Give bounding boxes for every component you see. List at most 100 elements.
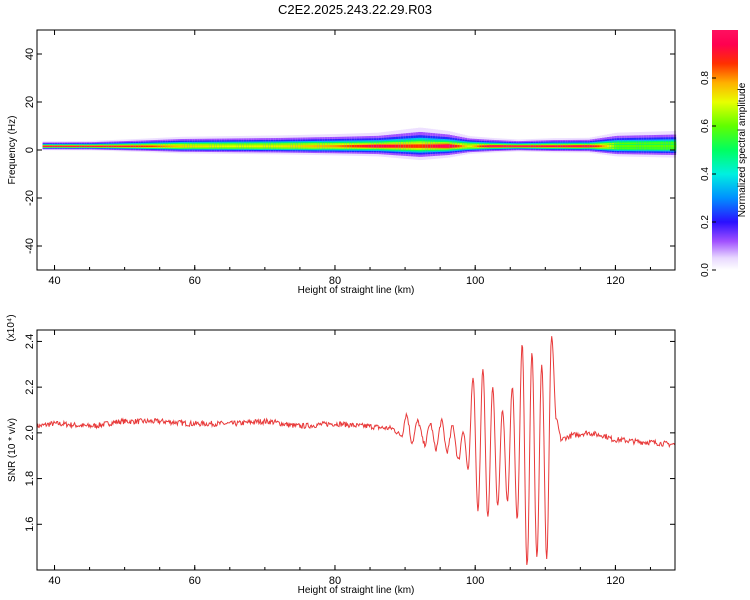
heatmap-cell [263, 145, 267, 148]
heatmap-cell [135, 145, 139, 147]
heatmap-cell [523, 145, 527, 147]
heatmap-cell [486, 145, 490, 148]
heatmap-cell [408, 144, 412, 148]
spectrogram-y-tick-label: 40 [24, 48, 36, 60]
heatmap-cell [209, 145, 213, 148]
heatmap-cell [405, 144, 409, 148]
heatmap-cell [339, 145, 343, 148]
snr-y-tick-label: 1.8 [24, 471, 36, 486]
colorbar-tick-label: 0.2 [700, 215, 711, 229]
snr-x-tick-label: 80 [329, 575, 341, 587]
heatmap-cell [140, 145, 144, 147]
heatmap-cell [126, 145, 129, 147]
snr-x-tick-label: 40 [48, 575, 60, 587]
heatmap-cell [626, 144, 630, 148]
heatmap-cell [403, 144, 407, 148]
heatmap-cell [604, 145, 608, 148]
heatmap-cell [376, 144, 380, 148]
heatmap-cell [508, 145, 512, 147]
heatmap-cell [555, 145, 559, 148]
heatmap-cell [128, 145, 132, 147]
heatmap-cell [454, 144, 458, 148]
heatmap-cell [145, 145, 149, 148]
heatmap-cell [587, 145, 591, 148]
heatmap-cell [533, 145, 537, 147]
heatmap-cell [530, 145, 534, 147]
heatmap-cell [148, 145, 151, 148]
heatmap-cell [91, 145, 95, 147]
heatmap-cell [349, 145, 353, 148]
heatmap-cell [368, 144, 372, 148]
heatmap-cell [285, 145, 289, 148]
heatmap-cell [54, 145, 58, 147]
heatmap-cell [619, 144, 623, 148]
heatmap-cell [329, 145, 333, 148]
heatmap-cell [101, 145, 105, 147]
heatmap-cell [283, 145, 286, 148]
colorbar-tick-label: 0.8 [700, 71, 711, 85]
snr-frame [36, 329, 676, 571]
snr-y-tick-label: 1.6 [24, 517, 36, 532]
snr-y-tick-label: 2.4 [24, 334, 36, 349]
heatmap-cell [89, 145, 93, 147]
heatmap-cell [133, 145, 137, 147]
heatmap-cell [103, 145, 107, 147]
heatmap-cell [180, 145, 183, 148]
heatmap-cell [216, 145, 220, 148]
heatmap-cell [474, 145, 478, 148]
heatmap-cell [221, 145, 225, 148]
heatmap-cell [582, 145, 586, 148]
heatmap-cell [160, 145, 164, 148]
heatmap-cell [464, 145, 468, 148]
snr-plot-area [37, 330, 675, 570]
heatmap-cell [153, 145, 156, 148]
heatmap-cell [543, 145, 547, 148]
heatmap-cell [275, 145, 279, 148]
heatmap-cell [614, 144, 618, 148]
heatmap-cell [332, 145, 336, 148]
heatmap-cell [334, 145, 338, 148]
heatmap-cell [430, 144, 434, 148]
heatmap-cell [538, 145, 542, 148]
snr-x-tick-label: 100 [466, 575, 484, 587]
spectrogram-y-label: Frequency (Hz) [7, 116, 18, 185]
heatmap-cell [516, 145, 520, 147]
heatmap-cell [314, 145, 318, 148]
heatmap-cell [609, 145, 613, 148]
heatmap-cell [175, 145, 178, 148]
heatmap-cell [499, 145, 502, 148]
heatmap-cell [341, 145, 345, 148]
heatmap-cell [226, 145, 230, 148]
heatmap-cell [327, 145, 331, 148]
heatmap-cell [182, 145, 186, 148]
heatmap-cell [476, 145, 480, 148]
heatmap-cell [472, 145, 475, 148]
heatmap-cell [366, 144, 370, 148]
heatmap-cell [562, 145, 566, 148]
heatmap-cell [261, 145, 264, 148]
heatmap-cell [668, 144, 672, 148]
heatmap-cell [84, 145, 88, 147]
heatmap-cell [445, 144, 448, 148]
heatmap-cell [599, 145, 603, 148]
heatmap-cell [565, 145, 569, 148]
heatmap-cell [111, 145, 115, 147]
heatmap-cell [177, 145, 181, 148]
heatmap-cell [670, 144, 674, 148]
spectrogram-panel: 40 60 80 100 120 40 20 0 -20 -40 Height of strai… [7, 29, 677, 296]
heatmap-cell [317, 145, 321, 148]
heatmap-cell [501, 145, 505, 148]
heatmap-cell [319, 145, 323, 148]
snr-y-tick-label: 2.2 [24, 379, 36, 394]
heatmap-cell [496, 145, 500, 148]
spectrogram-x-tick-label: 60 [189, 275, 201, 287]
heatmap-cell [665, 144, 669, 148]
colorbar-label: Normalized spectral amplitude [737, 82, 748, 217]
spectrogram-x-tick-label: 80 [329, 275, 341, 287]
colorbar-tick-label: 0.4 [700, 167, 711, 181]
heatmap-cell [265, 145, 269, 148]
heatmap-cell [359, 144, 363, 148]
heatmap-cell [420, 144, 424, 148]
heatmap-cell [447, 144, 451, 148]
heatmap-cell [393, 144, 397, 148]
